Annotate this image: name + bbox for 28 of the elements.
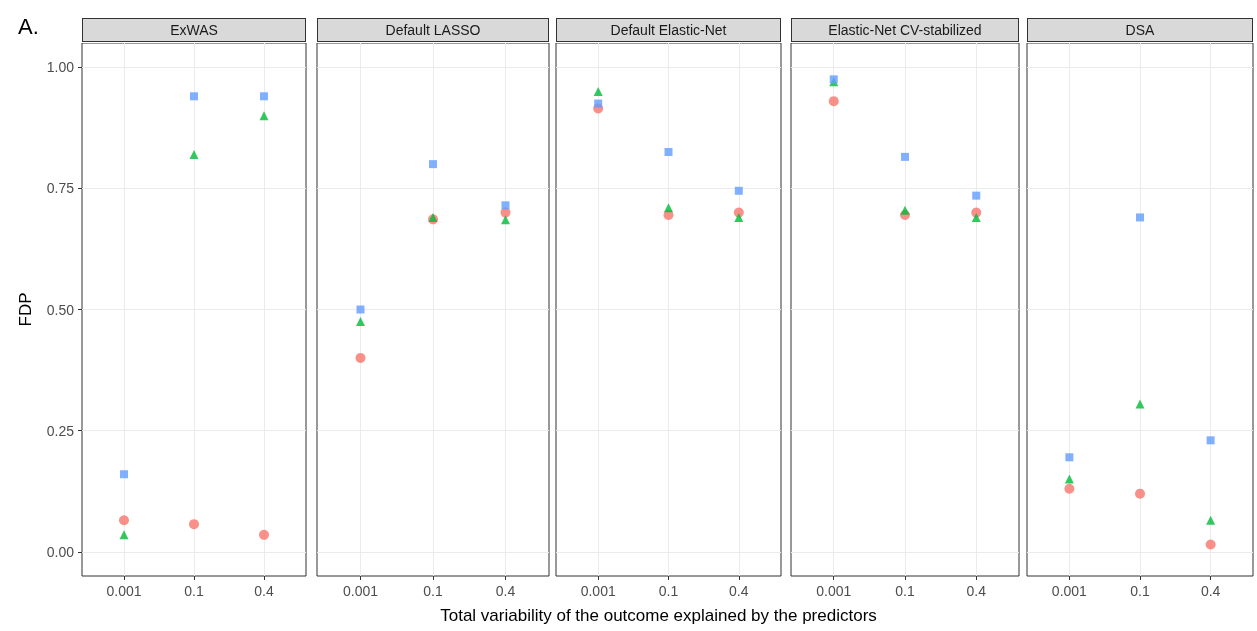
y-tick-label: 0.25 xyxy=(46,422,75,439)
x-tick-label: 0.1 xyxy=(423,583,443,599)
x-tick-label: 0.001 xyxy=(1051,583,1088,599)
x-tick-label: 0.4 xyxy=(729,583,749,599)
y-tick-label: 0.50 xyxy=(46,301,75,318)
x-tick-label: 0.1 xyxy=(895,583,915,599)
x-tick-label: 0.001 xyxy=(342,583,379,599)
x-tick-label: 0.4 xyxy=(254,583,274,599)
x-tick-label: 0.1 xyxy=(184,583,204,599)
x-tick-label: 0.001 xyxy=(106,583,142,599)
chart-title: Elastic-Net CV-stabilized xyxy=(791,18,1019,42)
text: A. xyxy=(18,14,39,40)
y-tick-label: 0.75 xyxy=(46,180,75,197)
y-tick-label: 1.00 xyxy=(46,59,75,76)
x-tick-label: 0.4 xyxy=(495,583,516,599)
y-axis-title: FDP xyxy=(16,292,35,327)
x-tick-label: 0.1 xyxy=(658,583,679,599)
x-axis-title: Total variability of the outcome explained by the predictors xyxy=(440,606,877,626)
chart-title: DSA xyxy=(1027,18,1253,42)
chart-title: Default LASSO xyxy=(317,18,549,42)
y-tick-label: 0.00 xyxy=(46,543,75,560)
chart-title: ExWAS xyxy=(82,18,306,42)
x-tick-label: 0.001 xyxy=(580,583,616,599)
x-tick-label: 0.4 xyxy=(966,583,987,599)
chart-title: Default Elastic-Net xyxy=(556,18,781,42)
x-tick-label: 0.001 xyxy=(816,583,852,599)
x-tick-label: 0.1 xyxy=(1130,583,1150,599)
x-tick-label: 0.4 xyxy=(1200,583,1221,599)
